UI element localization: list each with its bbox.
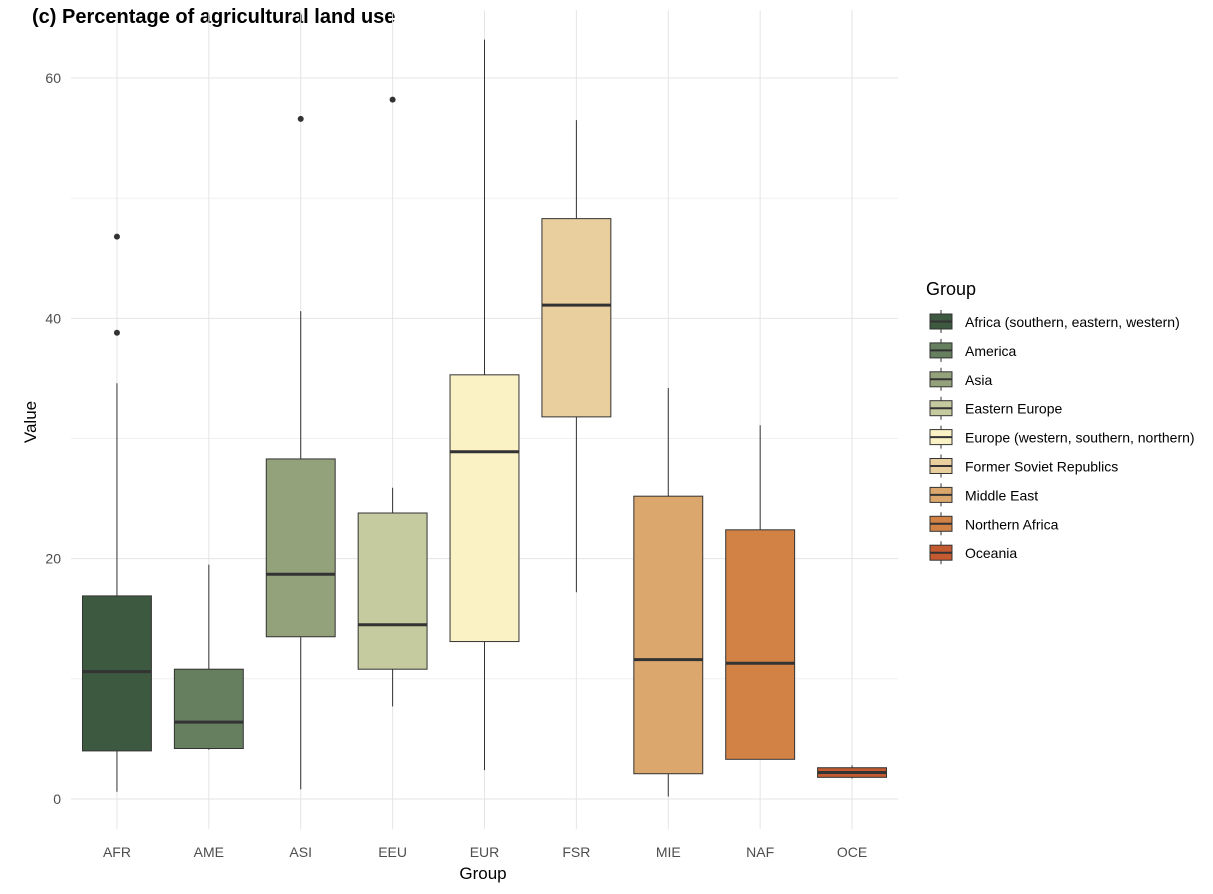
plot-area xyxy=(81,39,888,797)
box-naf xyxy=(725,425,796,760)
x-tick-label: FSR xyxy=(562,844,590,860)
legend-label: Europe (western, southern, northern) xyxy=(965,430,1195,446)
legend-entry: Eastern Europe xyxy=(929,396,1062,420)
legend-entry: Middle East xyxy=(929,483,1038,507)
box-iqr xyxy=(725,529,796,760)
box-iqr xyxy=(357,512,428,670)
y-tick-label: 40 xyxy=(45,310,61,326)
box-fsr xyxy=(541,120,612,593)
outlier-point xyxy=(113,329,120,336)
box-eur xyxy=(449,39,520,771)
x-tick-label: AME xyxy=(194,844,224,860)
legend-entry: Asia xyxy=(929,367,992,391)
box-iqr xyxy=(541,218,612,418)
outlier-point xyxy=(113,233,120,240)
box-asi xyxy=(265,115,336,790)
legend-entry: Europe (western, southern, northern) xyxy=(929,425,1195,449)
box-mie xyxy=(633,388,704,797)
x-tick-label: EEU xyxy=(378,844,407,860)
outlier-point xyxy=(297,115,304,122)
legend-label: Former Soviet Republics xyxy=(965,459,1118,475)
legend-label: Oceania xyxy=(965,545,1017,561)
box-iqr xyxy=(173,668,244,749)
chart-title: (c) Percentage of agricultural land use xyxy=(32,6,396,28)
y-axis-label: Value xyxy=(21,401,40,443)
x-tick-label: ASI xyxy=(289,844,312,860)
legend-entry: America xyxy=(929,338,1017,362)
x-tick-label: AFR xyxy=(103,844,131,860)
box-ame xyxy=(173,564,244,750)
y-tick-label: 20 xyxy=(45,551,61,567)
legend: Group Africa (southern, eastern, western… xyxy=(926,279,1195,565)
y-axis-ticks: 0 20 40 60 xyxy=(45,70,61,807)
x-axis-ticks: AFR AME ASI EEU EUR FSR MIE NAF OCE xyxy=(103,844,867,860)
legend-label: Africa (southern, eastern, western) xyxy=(965,314,1180,330)
legend-label: Northern Africa xyxy=(965,516,1059,532)
legend-label: Asia xyxy=(965,372,992,388)
box-iqr xyxy=(81,595,152,752)
outlier-point xyxy=(389,96,396,103)
box-oce xyxy=(817,765,888,779)
x-tick-label: NAF xyxy=(746,844,774,860)
legend-entry: Oceania xyxy=(929,541,1017,565)
box-iqr xyxy=(265,458,336,638)
legend-label: Eastern Europe xyxy=(965,401,1062,417)
box-afr xyxy=(81,233,152,792)
legend-label: Middle East xyxy=(965,487,1038,503)
box-eeu xyxy=(357,96,428,707)
x-tick-label: OCE xyxy=(837,844,867,860)
legend-title: Group xyxy=(926,279,976,299)
x-axis-label: Group xyxy=(459,864,506,883)
y-tick-label: 60 xyxy=(45,70,61,86)
legend-label: America xyxy=(965,343,1017,359)
x-tick-label: MIE xyxy=(656,844,681,860)
legend-entry: Africa (southern, eastern, western) xyxy=(929,310,1180,333)
x-tick-label: EUR xyxy=(470,844,500,860)
box-iqr xyxy=(449,374,520,643)
box-iqr xyxy=(633,495,704,775)
legend-entry: Former Soviet Republics xyxy=(929,454,1118,478)
legend-entry: Northern Africa xyxy=(929,512,1059,536)
y-tick-label: 0 xyxy=(53,791,61,807)
